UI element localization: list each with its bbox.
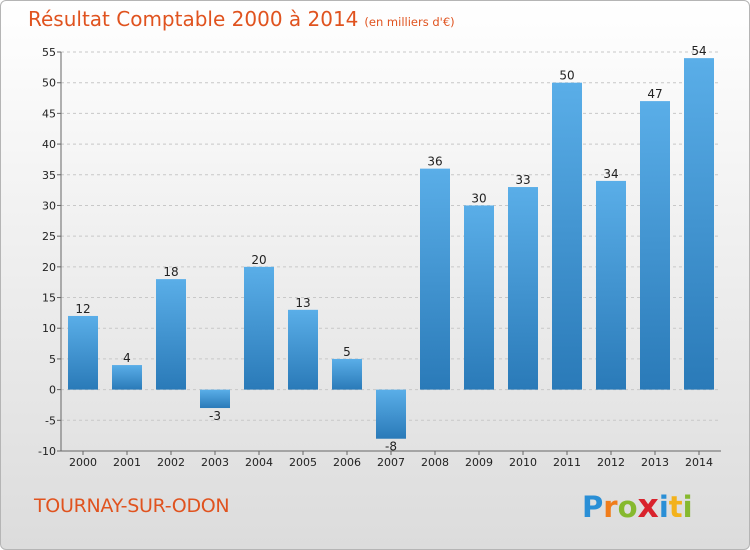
bar-2013 [640,101,670,390]
x-tick-label-2002: 2002 [157,456,185,469]
x-tick-label-2001: 2001 [113,456,141,469]
data-label-2006: 5 [343,345,351,359]
data-label-2009: 30 [471,191,486,205]
data-label-2002: 18 [163,265,178,279]
bar-2006 [332,358,362,390]
x-tick-label-2013: 2013 [641,456,669,469]
bar-2004 [244,266,274,390]
logo-letter: x [637,486,659,525]
bar-2007 [376,389,406,439]
y-tick-label: 0 [49,384,56,397]
data-label-2001: 4 [123,351,131,365]
x-tick-label-2008: 2008 [421,456,449,469]
logo-letter: i [658,490,669,524]
y-tick-label: 5 [49,353,56,366]
bars [68,58,714,439]
data-label-2003: -3 [209,409,221,423]
proxiti-logo: Proxiti [582,486,693,525]
y-tick-label: 10 [42,322,56,335]
y-tick-label: 30 [42,199,56,212]
data-label-2012: 34 [603,167,618,181]
data-labels: 12 4 18 -3 20 13 5 -8 36 30 33 50 34 47 54 [75,44,706,454]
x-tick-label-2012: 2012 [597,456,625,469]
bar-2005 [288,309,318,390]
data-label-2004: 20 [251,253,266,267]
bar-2010 [508,187,538,390]
data-label-2005: 13 [295,296,310,310]
x-tick-label-2003: 2003 [201,456,229,469]
x-tick-label-2005: 2005 [289,456,317,469]
data-label-2007: -8 [385,440,397,454]
bar-2008 [420,168,450,390]
bar-2000 [68,315,98,390]
logo-letter: i [682,490,693,524]
data-label-2008: 36 [427,155,442,169]
x-tick-label-2007: 2007 [377,456,405,469]
x-tick-label-2014: 2014 [685,456,713,469]
x-tick-label-2000: 2000 [69,456,97,469]
y-tick-label: 55 [42,46,56,59]
logo-letter: P [582,490,604,524]
x-tick-label-2011: 2011 [553,456,581,469]
commune-name: TOURNAY-SUR-ODON [34,495,230,517]
logo-letter: o [617,490,638,524]
y-tick-label: -10 [38,445,56,458]
x-axis: 2000 2001 2002 2003 2004 2005 2006 2007 2008 2009… [69,451,713,469]
bar-2011 [552,82,582,390]
y-tick-label: 15 [42,292,56,305]
y-tick-label: 40 [42,138,56,151]
logo-letter: t [668,490,683,524]
bar-2002 [156,279,186,390]
data-label-2011: 50 [559,69,574,83]
y-tick-label: 25 [42,230,56,243]
data-label-2014: 54 [691,44,706,58]
data-label-2000: 12 [75,302,90,316]
data-label-2010: 33 [515,173,530,187]
x-tick-label-2010: 2010 [509,456,537,469]
y-tick-label: 20 [42,261,56,274]
chart-title-text: Résultat Comptable 2000 à 2014 [28,7,359,31]
bar-2009 [464,205,494,390]
chart-title: Résultat Comptable 2000 à 2014 (en millie… [28,7,455,31]
chart-subtitle: (en milliers d'€) [364,15,455,29]
bar-2003 [200,389,230,409]
bar-2001 [112,365,142,390]
bar-2014 [684,58,714,390]
x-tick-label-2006: 2006 [333,456,361,469]
x-tick-label-2009: 2009 [465,456,493,469]
logo-letter: r [603,490,618,524]
bar-2012 [596,180,626,390]
y-tick-label: -5 [45,414,56,427]
y-tick-label: 50 [42,77,56,90]
y-tick-label: 35 [42,169,56,182]
data-label-2013: 47 [647,87,662,101]
y-tick-label: 45 [42,107,56,120]
x-tick-label-2004: 2004 [245,456,273,469]
